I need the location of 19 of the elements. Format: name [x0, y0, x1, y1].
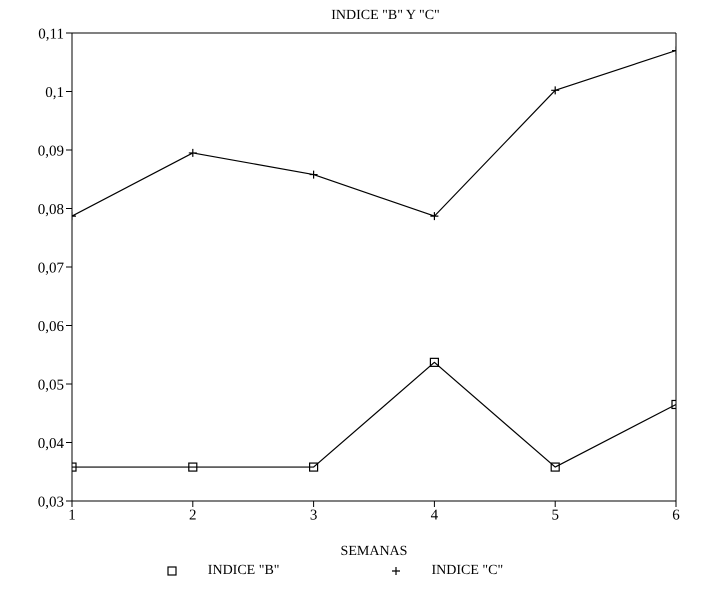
y-tick-label: 0,04: [38, 436, 64, 452]
y-tick-label: 0,11: [38, 26, 64, 42]
y-tick-label: 0,07: [38, 260, 64, 276]
x-axis-title: SEMANAS: [340, 544, 408, 559]
chart-title: INDICE "B" Y "C": [330, 8, 441, 25]
x-tick-label: 3: [310, 508, 318, 524]
x-tick-label: 4: [430, 508, 439, 524]
y-tick-label: 0,09: [38, 143, 64, 160]
legend-label: INDICE "B": [208, 563, 280, 579]
y-tick-label: 0,03: [38, 494, 64, 510]
legend-label: INDICE "C": [432, 563, 504, 579]
y-tick-label: 0,1: [45, 84, 64, 101]
x-tick-label: 2: [189, 508, 197, 524]
y-tick-label: 0,05: [38, 377, 64, 394]
y-tick-label: 0,06: [38, 318, 64, 335]
y-tick-label: 0,08: [38, 202, 64, 218]
x-tick-label: 5: [551, 508, 559, 524]
x-tick-label: 6: [672, 508, 680, 524]
x-tick-label: 1: [68, 508, 76, 524]
